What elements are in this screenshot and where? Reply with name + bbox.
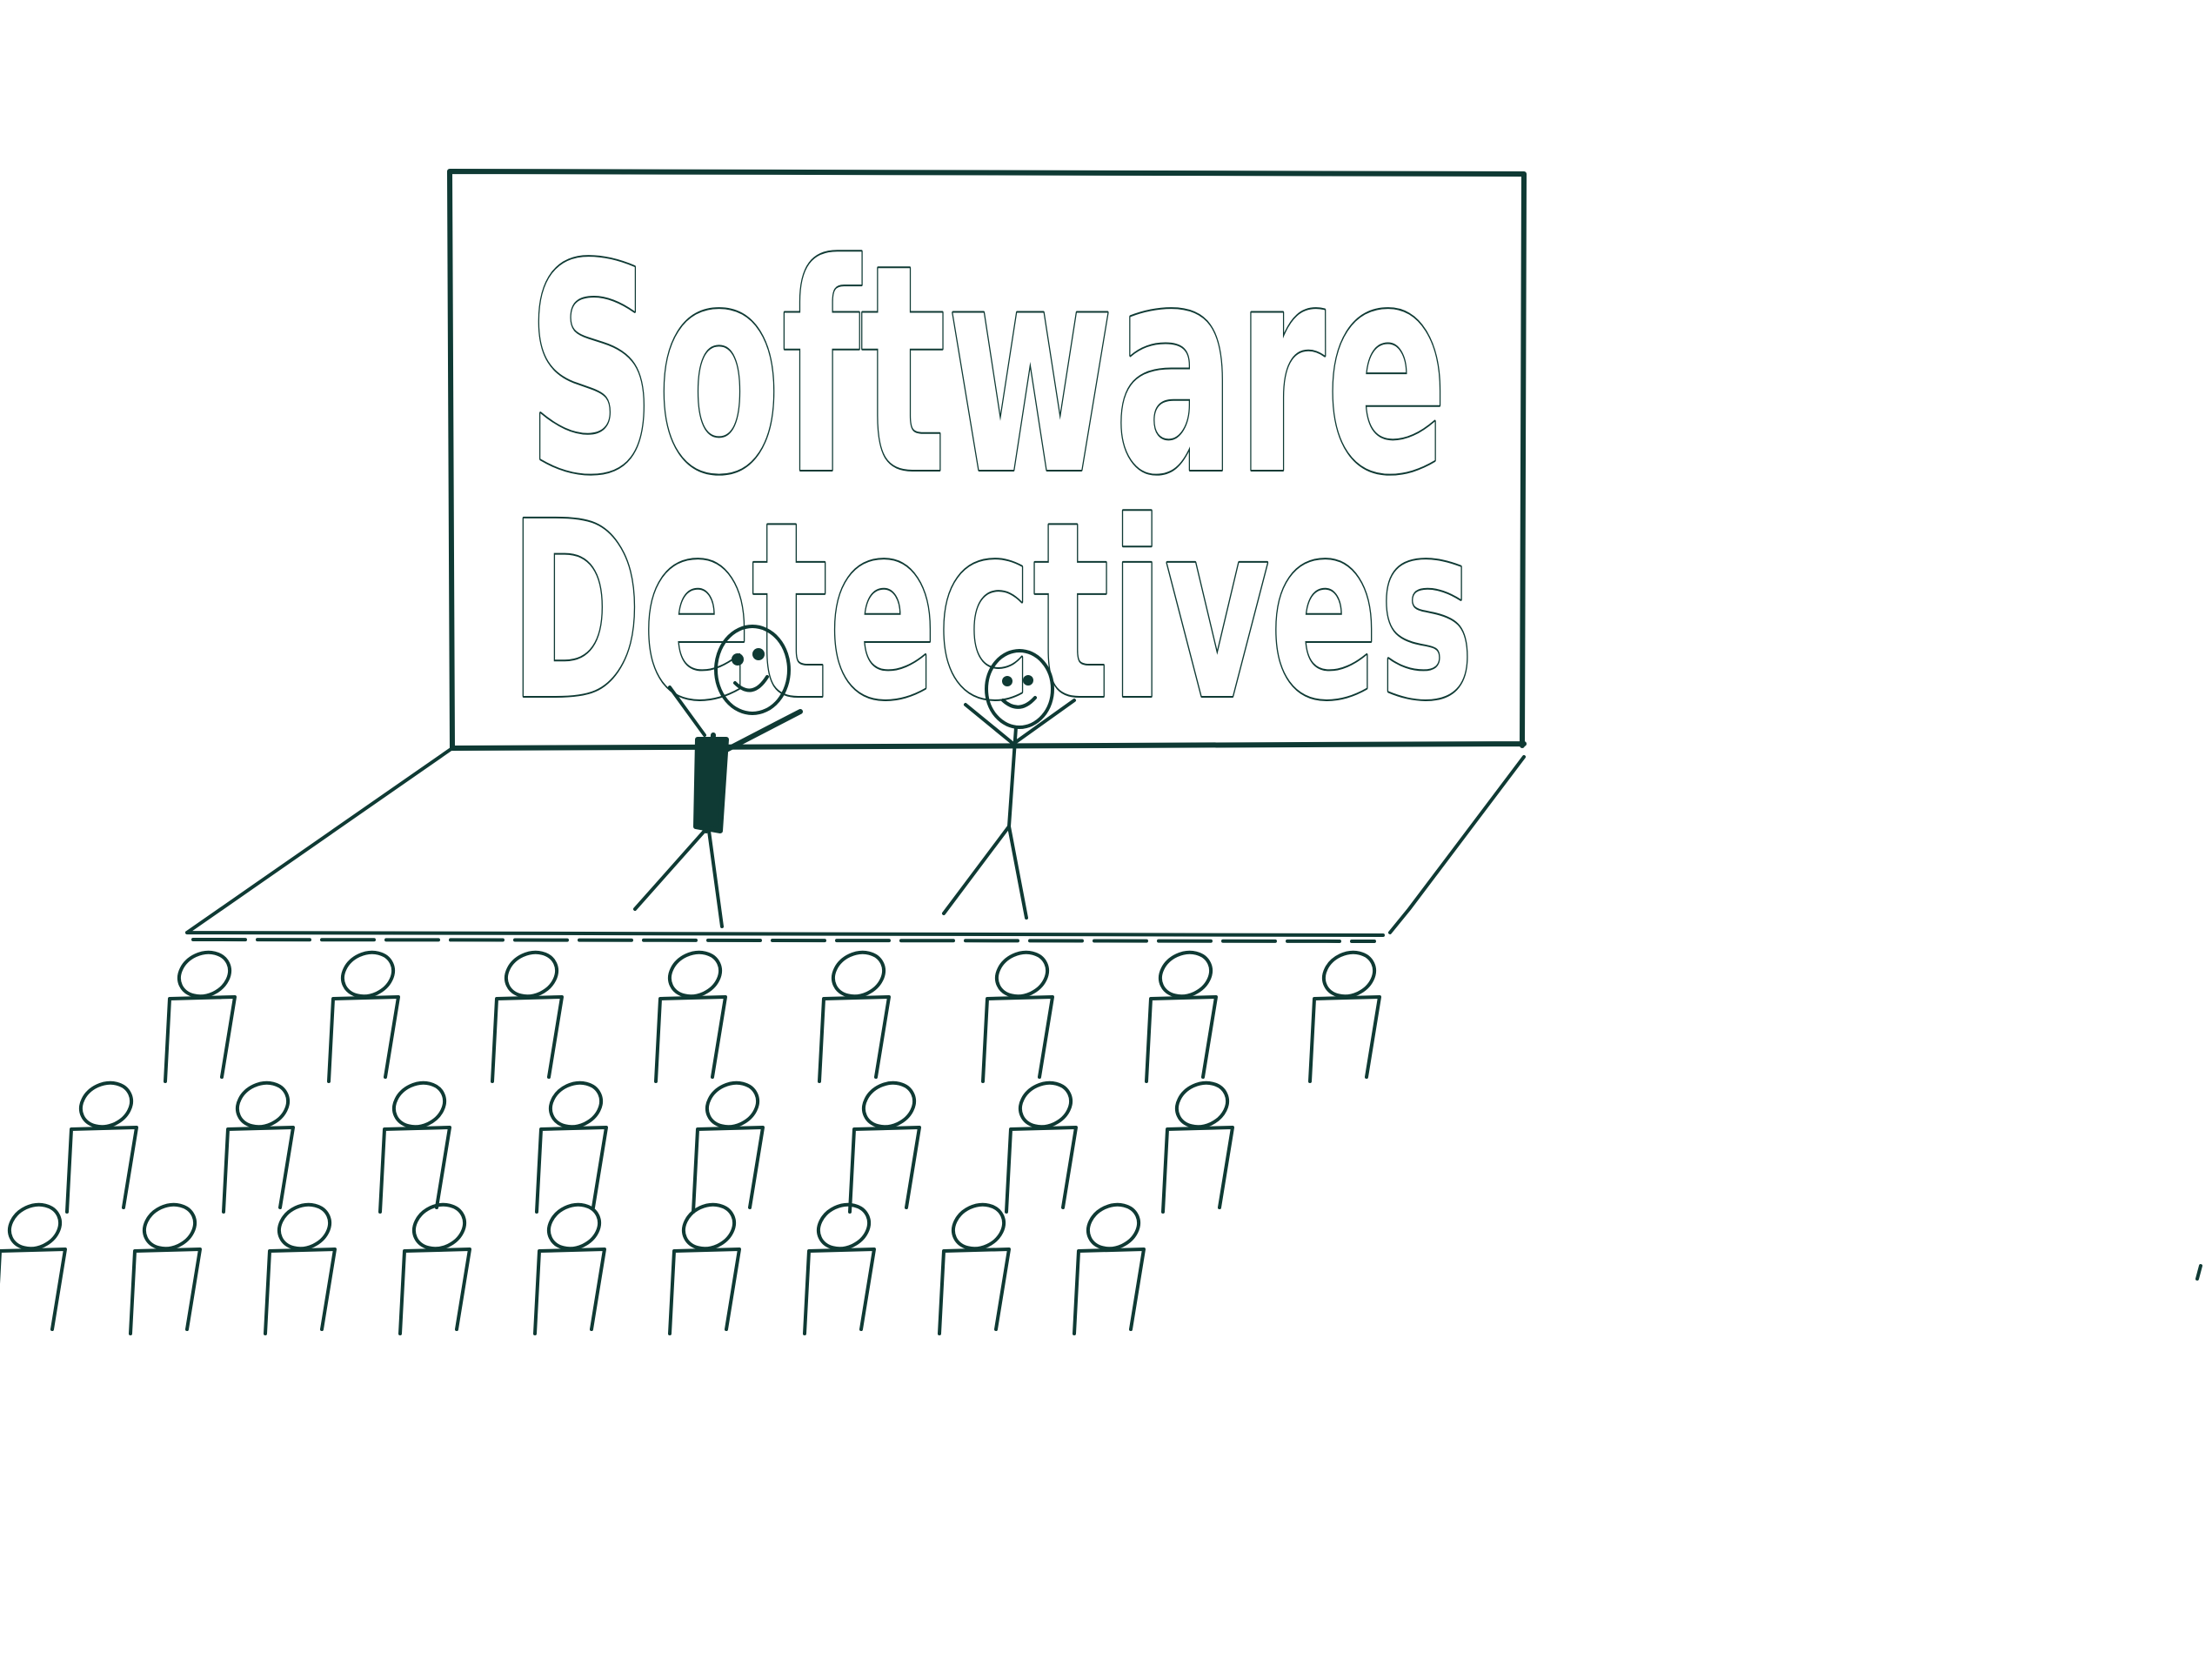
presenter-left bbox=[633, 625, 803, 928]
banner-board bbox=[447, 169, 1527, 751]
audience-member bbox=[533, 1202, 606, 1335]
audience-member bbox=[491, 950, 564, 1083]
audience-member bbox=[378, 1080, 451, 1214]
audience-member bbox=[848, 1080, 921, 1214]
audience-member bbox=[1073, 1202, 1146, 1335]
audience-member bbox=[668, 1202, 741, 1335]
audience-member bbox=[803, 1202, 876, 1335]
audience-member bbox=[1145, 950, 1218, 1083]
audience-member bbox=[1161, 1080, 1234, 1214]
audience-member bbox=[398, 1202, 471, 1335]
audience-member bbox=[327, 950, 400, 1083]
audience-member bbox=[164, 950, 237, 1083]
audience bbox=[0, 950, 1381, 1335]
audience-member bbox=[654, 950, 727, 1083]
audience-member bbox=[1005, 1080, 1078, 1214]
banner-title-line-1: Software bbox=[526, 204, 1448, 538]
banner-title-line-2: Detectives bbox=[509, 471, 1474, 754]
audience-member bbox=[222, 1080, 295, 1214]
audience-member bbox=[938, 1202, 1011, 1335]
audience-member bbox=[264, 1202, 337, 1335]
audience-member bbox=[0, 1202, 67, 1331]
audience-member bbox=[818, 950, 891, 1083]
stage-platform bbox=[185, 746, 1526, 943]
audience-member bbox=[1308, 950, 1381, 1083]
audience-member bbox=[692, 1080, 765, 1214]
audience-member bbox=[981, 950, 1054, 1083]
audience-member bbox=[129, 1202, 202, 1335]
presenter-right bbox=[942, 649, 1076, 920]
audience-member bbox=[65, 1080, 138, 1214]
stray-mark bbox=[2195, 1264, 2202, 1281]
audience-member bbox=[535, 1080, 608, 1214]
